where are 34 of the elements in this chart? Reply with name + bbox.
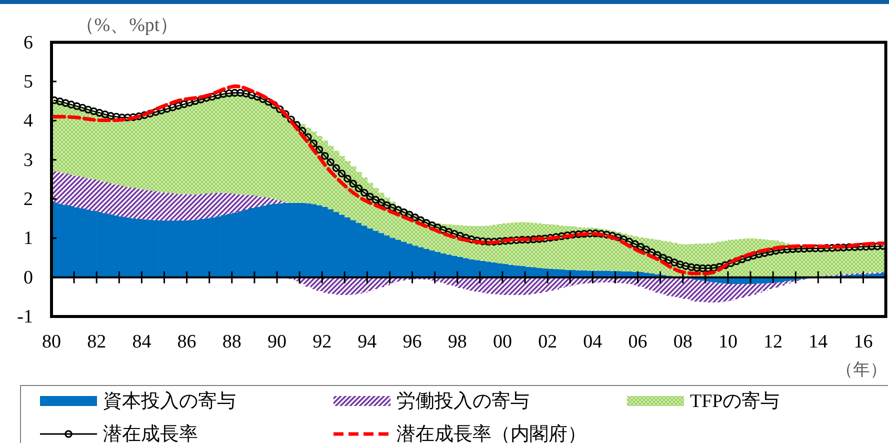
x-tick-label: 12: [764, 331, 783, 352]
y-tick-label: 0: [24, 266, 33, 288]
legend-label: 労働投入の寄与: [396, 390, 530, 412]
x-tick-label: 00: [492, 331, 512, 352]
x-tick-label: 98: [448, 331, 467, 352]
y-tick-label: 2: [24, 188, 33, 210]
y-tick-label: 3: [24, 149, 33, 170]
x-tick-label: 88: [222, 331, 242, 352]
legend-label: 資本投入の寄与: [103, 390, 236, 412]
x-tick-label: 10: [718, 331, 738, 352]
legend-label: 潜在成長率（内閣府）: [396, 422, 586, 443]
x-tick-label: 16: [854, 331, 873, 352]
x-tick-label: 14: [808, 331, 828, 352]
x-tick-label: 90: [267, 331, 286, 352]
x-tick-label: 06: [628, 331, 648, 352]
legend-label: 潜在成長率: [103, 422, 198, 443]
x-tick-label: 08: [673, 331, 692, 352]
x-tick-label: 94: [358, 331, 378, 352]
x-tick-label: 84: [132, 331, 152, 352]
legend-label: TFPの寄与: [690, 390, 780, 412]
x-tick-label: 82: [87, 331, 106, 352]
y-tick-label: 4: [24, 110, 34, 132]
y-tick-label: 6: [24, 32, 33, 53]
y-tick-label: -1: [17, 306, 33, 327]
x-tick-label: 80: [42, 331, 61, 352]
y-axis-title: （%、%pt）: [75, 14, 179, 36]
x-tick-label: 92: [312, 331, 332, 352]
y-tick-label: 5: [24, 70, 33, 92]
x-axis-title: （年）: [836, 360, 887, 378]
x-tick-label: 04: [583, 331, 603, 352]
x-tick-label: 86: [177, 331, 196, 352]
y-tick-label: 1: [24, 228, 33, 249]
x-tick-label: 02: [538, 331, 558, 352]
x-tick-label: 96: [402, 331, 422, 352]
